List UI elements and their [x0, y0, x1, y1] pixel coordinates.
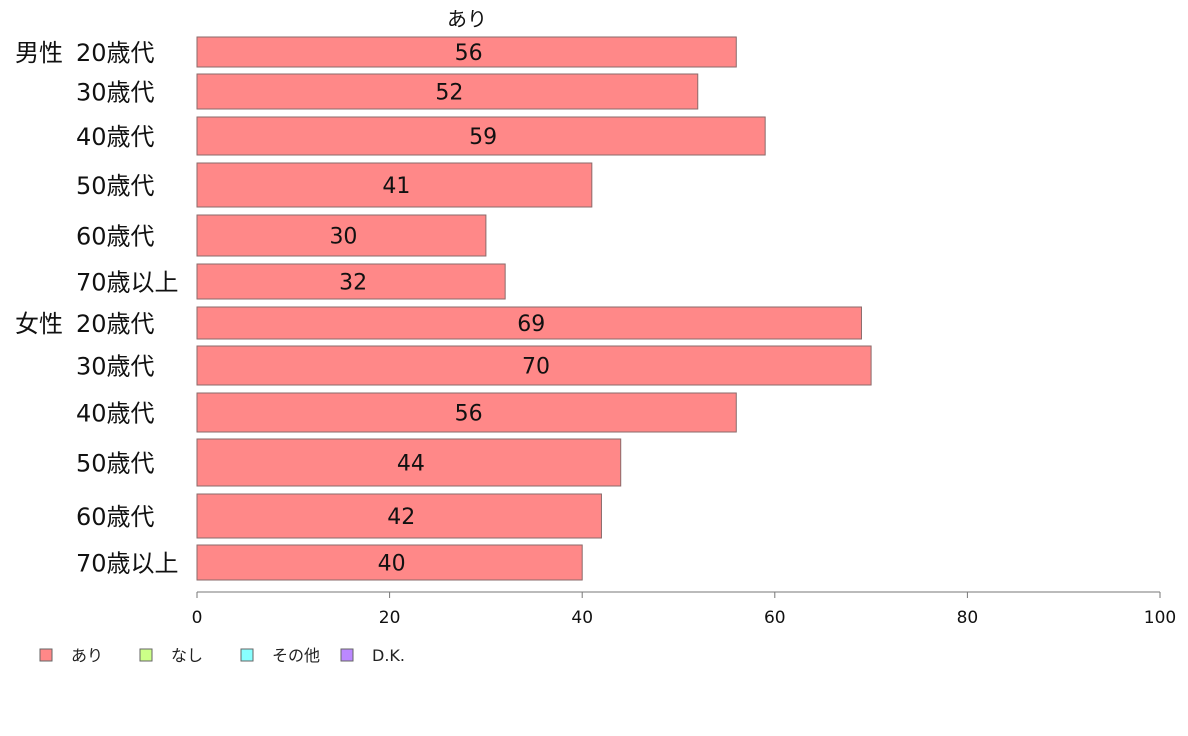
bar-value-label: 41 [382, 174, 410, 199]
category-label: 40歳代 [76, 400, 155, 428]
bar-value-label: 40 [378, 552, 406, 577]
x-tick-label: 80 [957, 608, 979, 628]
category-label: 70歳以上 [76, 550, 179, 578]
legend-swatch [240, 648, 254, 662]
bar [196, 214, 487, 257]
legend-swatch [139, 648, 153, 662]
bar-value-label: 69 [517, 312, 545, 337]
bar-value-label: 32 [339, 271, 367, 296]
group-label: 男性 [15, 39, 63, 67]
legend-label: その他 [272, 646, 320, 665]
bars-layer: 56 男性 20歳代 52 30歳代 59 40歳代 41 50歳代 30 60歳代 32 70歳以上 6… [15, 36, 872, 581]
category-label: 40歳代 [76, 123, 155, 151]
chart-title: あり [447, 7, 487, 31]
bar [196, 306, 862, 340]
legend-label: なし [171, 646, 203, 665]
legend-label: D.K. [372, 646, 405, 665]
bar [196, 345, 872, 386]
bar-value-label: 56 [455, 402, 483, 427]
x-tick-label: 40 [571, 608, 593, 628]
category-label: 70歳以上 [76, 269, 179, 297]
bar-value-label: 44 [397, 452, 425, 477]
bar-value-label: 70 [522, 355, 550, 380]
group-label: 女性 [15, 310, 63, 338]
bar [196, 73, 699, 110]
category-label: 20歳代 [76, 310, 155, 338]
bar [196, 544, 583, 581]
category-label: 50歳代 [76, 450, 155, 478]
bar [196, 493, 602, 539]
category-label: 30歳代 [76, 353, 155, 381]
bar [196, 392, 737, 433]
x-axis: 0 20 40 60 80 100 [192, 591, 1176, 628]
bar-value-label: 30 [329, 225, 357, 250]
bar-value-label: 56 [455, 41, 483, 66]
category-label: 60歳代 [76, 223, 155, 251]
category-label: 30歳代 [76, 79, 155, 107]
legend-label: あり [71, 646, 103, 665]
bar [196, 438, 622, 487]
bar-value-label: 42 [387, 505, 415, 530]
category-label: 60歳代 [76, 503, 155, 531]
bar [196, 162, 593, 208]
bar [196, 116, 766, 156]
legend: あり なし その他 D.K. [39, 646, 405, 665]
x-tick-label: 0 [192, 608, 203, 628]
bar-value-label: 52 [435, 81, 463, 106]
legend-swatch [340, 648, 354, 662]
bar [196, 263, 506, 300]
bar [196, 36, 737, 68]
x-tick-label: 20 [379, 608, 401, 628]
x-tick-label: 60 [764, 608, 786, 628]
legend-swatch [39, 648, 53, 662]
bar-value-label: 59 [469, 125, 497, 150]
category-label: 50歳代 [76, 172, 155, 200]
category-label: 20歳代 [76, 39, 155, 67]
x-tick-label: 100 [1144, 608, 1176, 628]
